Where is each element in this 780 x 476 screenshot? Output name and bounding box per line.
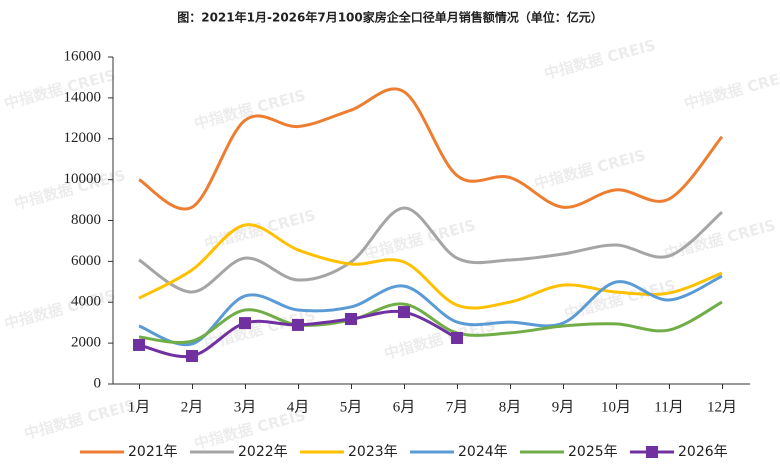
x-tick-label: 9月: [552, 399, 575, 415]
x-tick-label: 6月: [393, 399, 416, 415]
x-tick-label: 1月: [128, 399, 151, 415]
y-tick-label: 10000: [64, 171, 102, 187]
x-tick-label: 7月: [446, 399, 469, 415]
y-tick-label: 12000: [64, 130, 102, 146]
x-tick-label: 11月: [654, 399, 683, 415]
x-tick-label: 5月: [340, 399, 363, 415]
y-tick-label: 6000: [71, 253, 101, 269]
x-tick-label: 2月: [181, 399, 204, 415]
y-tick-label: 0: [94, 375, 102, 391]
chart-title: 图：2021年1月-2026年7月100家房企全口径单月销售额情况（单位：亿元）: [177, 10, 603, 25]
watermark: 中指数据 CREIS: [682, 66, 780, 113]
point-marker: [239, 317, 251, 330]
point-marker: [186, 350, 198, 363]
series-line: [138, 87, 724, 211]
point-marker: [292, 318, 304, 331]
legend-label: 2026年: [678, 444, 728, 460]
x-tick-label: 8月: [499, 399, 522, 415]
x-tick-label: 10月: [601, 399, 631, 415]
y-tick-label: 4000: [71, 294, 101, 310]
legend-label: 2022年: [238, 444, 288, 460]
series-line: [138, 300, 723, 344]
y-tick-label: 2000: [71, 335, 101, 351]
x-tick-label: 3月: [234, 399, 257, 415]
y-tick-label: 16000: [64, 48, 102, 64]
x-tick-label: 4月: [287, 399, 310, 415]
point-marker: [345, 313, 357, 326]
legend-label: 2024年: [458, 444, 508, 460]
watermark: 中指数据 CREIS: [542, 36, 657, 83]
legend-label: 2023年: [348, 444, 398, 460]
series-line: [138, 223, 723, 310]
watermark: 中指数据 CREIS: [22, 396, 137, 443]
y-tick-label: 8000: [71, 212, 101, 228]
point-marker: [451, 332, 463, 345]
watermark: 中指数据 CREIS: [362, 216, 477, 263]
series-line: [138, 274, 723, 347]
x-tick-label: 12月: [707, 399, 737, 415]
watermark: 中指数据 CREIS: [532, 146, 647, 193]
legend-label: 2025年: [568, 444, 618, 460]
legend-label: 2021年: [128, 444, 178, 460]
y-tick-label: 14000: [64, 89, 102, 105]
watermark: 中指数据 CREIS: [202, 206, 317, 253]
watermark: 中指数据 CREIS: [662, 216, 777, 263]
point-marker: [133, 338, 145, 351]
point-marker: [398, 306, 410, 319]
series-line: [138, 206, 723, 294]
legend-marker: [646, 446, 658, 458]
